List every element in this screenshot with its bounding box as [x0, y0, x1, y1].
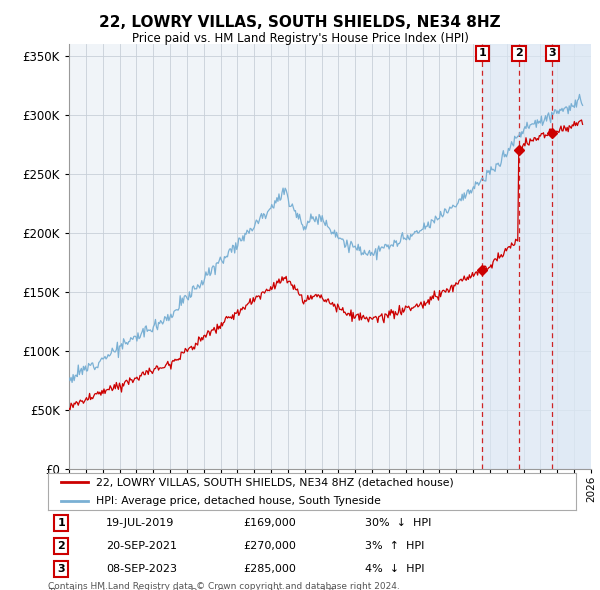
Text: 22, LOWRY VILLAS, SOUTH SHIELDS, NE34 8HZ: 22, LOWRY VILLAS, SOUTH SHIELDS, NE34 8H…	[99, 15, 501, 30]
Text: £270,000: £270,000	[244, 542, 296, 551]
Text: 30%  ↓  HPI: 30% ↓ HPI	[365, 519, 431, 529]
Text: HPI: Average price, detached house, South Tyneside: HPI: Average price, detached house, Sout…	[95, 496, 380, 506]
Text: 2: 2	[58, 542, 65, 551]
Text: 19-JUL-2019: 19-JUL-2019	[106, 519, 175, 529]
Text: This data is licensed under the Open Government Licence v3.0.: This data is licensed under the Open Gov…	[48, 588, 337, 590]
Text: £169,000: £169,000	[244, 519, 296, 529]
Text: 08-SEP-2023: 08-SEP-2023	[106, 564, 177, 574]
Bar	[482, 44, 600, 469]
Text: £285,000: £285,000	[244, 564, 296, 574]
Text: Contains HM Land Registry data © Crown copyright and database right 2024.: Contains HM Land Registry data © Crown c…	[48, 582, 400, 590]
Text: 2: 2	[515, 48, 523, 58]
Text: 20-SEP-2021: 20-SEP-2021	[106, 542, 177, 551]
Text: 4%  ↓  HPI: 4% ↓ HPI	[365, 564, 424, 574]
Text: 3: 3	[58, 564, 65, 574]
Text: 3%  ↑  HPI: 3% ↑ HPI	[365, 542, 424, 551]
Text: 3: 3	[548, 48, 556, 58]
Text: 1: 1	[58, 519, 65, 529]
Text: 22, LOWRY VILLAS, SOUTH SHIELDS, NE34 8HZ (detached house): 22, LOWRY VILLAS, SOUTH SHIELDS, NE34 8H…	[95, 477, 453, 487]
Text: 1: 1	[478, 48, 486, 58]
Text: Price paid vs. HM Land Registry's House Price Index (HPI): Price paid vs. HM Land Registry's House …	[131, 32, 469, 45]
Bar	[552, 44, 600, 469]
